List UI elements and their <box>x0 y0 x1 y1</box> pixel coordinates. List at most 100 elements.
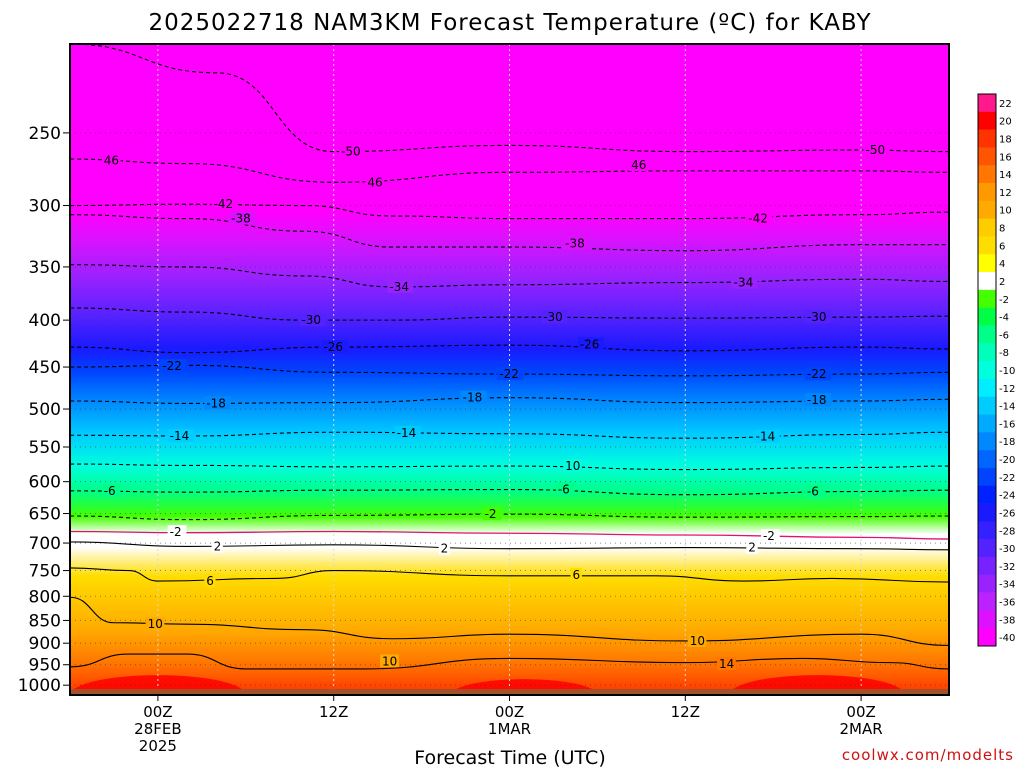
isotherm-label-bg <box>863 143 890 157</box>
colorbar-swatch <box>978 378 996 398</box>
isotherm-label-bg <box>563 236 590 250</box>
colorbar-label: -16 <box>999 419 1015 430</box>
colorbar-label: 22 <box>999 99 1012 110</box>
x-tick-label: 28FEB <box>134 720 181 738</box>
isotherm-label: 2 <box>748 541 756 555</box>
isotherm-label-bg <box>629 158 648 172</box>
colorbar-swatch <box>978 111 996 130</box>
isotherm-label: -22 <box>807 367 827 381</box>
colorbar-swatch <box>978 183 996 202</box>
isotherm-label: -26 <box>323 340 343 354</box>
colorbar-label: -4 <box>999 313 1009 324</box>
isotherm-label-bg <box>570 567 582 581</box>
y-tick-label: 800 <box>29 587 61 607</box>
colorbar: 22 20 18 16 14 12 10 8 6 4 2 -2 -4 -6 -8 -10 -12 -14 -16 -1… <box>977 93 1015 647</box>
colorbar-label: 20 <box>999 117 1012 128</box>
isotherm-label: -18 <box>463 391 483 405</box>
colorbar-swatch <box>978 272 996 291</box>
isotherm-label-bg <box>555 482 575 496</box>
colorbar-swatch <box>978 485 996 504</box>
colorbar-label: -14 <box>999 402 1015 413</box>
colorbar-swatch <box>978 343 996 362</box>
isotherm-line <box>70 158 949 183</box>
y-tick-label: 900 <box>29 634 61 654</box>
colorbar-swatch <box>978 503 996 522</box>
isotherm-label-bg <box>746 540 758 554</box>
isotherm-line <box>70 397 949 404</box>
isotherm-label: 2 <box>441 542 449 556</box>
isotherm-label-bg <box>482 507 502 521</box>
isotherm-label-bg <box>167 428 194 442</box>
colorbar-swatch <box>978 361 996 380</box>
colorbar-label: -40 <box>999 633 1015 644</box>
isotherm-line <box>70 214 949 252</box>
colorbar-swatch <box>978 200 996 219</box>
isotherm-label: -38 <box>231 212 251 226</box>
isotherm-label: 46 <box>367 175 382 189</box>
isotherm-line <box>70 463 949 471</box>
isotherm-label-bg <box>563 459 582 473</box>
colorbar-label: 8 <box>999 224 1005 235</box>
isotherm-label: -6 <box>558 483 570 497</box>
isotherm-label: -6 <box>807 484 819 498</box>
isotherm-label: 10 <box>690 634 705 648</box>
colorbar-swatch <box>978 539 996 558</box>
isotherm-label-bg <box>716 656 736 670</box>
isotherm-label: -18 <box>807 393 827 407</box>
colorbar-swatch <box>978 307 996 326</box>
x-tick-label: 1MAR <box>488 720 531 738</box>
isotherm-label: -34 <box>734 276 754 290</box>
isotherm-label: -2 <box>763 529 775 543</box>
isotherm-label: -30 <box>543 310 563 324</box>
isotherm-label-bg <box>804 484 824 498</box>
isotherm-label: -30 <box>807 310 827 324</box>
isotherm-label: 6 <box>572 568 580 582</box>
isotherm-label: -14 <box>756 430 776 444</box>
isotherm-label-bg <box>365 175 385 189</box>
isotherm-line <box>70 530 949 540</box>
isotherm-label: 6 <box>206 574 214 588</box>
y-tick-label: 950 <box>29 656 61 676</box>
isotherm-label: 46 <box>631 158 646 172</box>
isotherm-line <box>70 489 949 496</box>
colorbar-swatch <box>978 521 996 540</box>
chart-title: 2025022718 NAM3KM Forecast Temperature (… <box>148 10 871 36</box>
isotherm-label-bg <box>211 197 238 211</box>
isotherm-label: -38 <box>565 236 585 250</box>
colorbar-swatch <box>978 289 996 308</box>
colorbar-label: -20 <box>999 455 1015 466</box>
isotherm-label: -14 <box>170 429 190 443</box>
isotherm-label: -22 <box>162 359 182 373</box>
isotherm-line <box>70 44 949 153</box>
y-tick-label: 750 <box>29 562 61 582</box>
colorbar-swatch <box>978 236 996 255</box>
colorbar-swatch <box>978 414 996 433</box>
isotherm-label: 10 <box>382 654 397 668</box>
isotherm-label-bg <box>101 483 121 497</box>
colorbar-label: 16 <box>999 152 1012 163</box>
colorbar-label: -22 <box>999 473 1015 484</box>
y-tick-label: 300 <box>29 197 61 217</box>
colorbar-swatch <box>978 325 996 344</box>
isotherm-label: -42 <box>748 212 768 226</box>
isotherm-label-bg <box>145 617 165 631</box>
y-tick-label: 450 <box>29 358 61 378</box>
colorbar-swatch <box>978 574 996 593</box>
isotherm-line <box>70 431 949 439</box>
colorbar-label: -6 <box>999 330 1009 341</box>
isotherm-label: -22 <box>499 367 519 381</box>
colorbar-swatch <box>978 254 996 273</box>
colorbar-swatch <box>978 396 996 415</box>
colorbar-label: -26 <box>999 508 1015 519</box>
isotherm-label: -26 <box>580 337 600 351</box>
isotherm-label: -2 <box>170 525 182 539</box>
colorbar-swatch <box>978 610 996 629</box>
isotherm-label-bg <box>229 211 256 225</box>
isotherm-label-bg <box>497 367 524 381</box>
colorbar-label: -34 <box>999 580 1015 591</box>
colorbar-label: -2 <box>999 295 1009 306</box>
colorbar-label: -8 <box>999 348 1009 359</box>
